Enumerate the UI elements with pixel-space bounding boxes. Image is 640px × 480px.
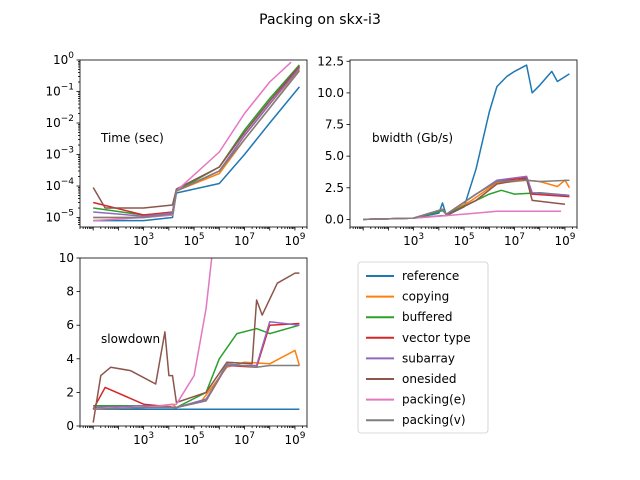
subplot-1: 103 105 107 109 10−5 10−4 10−3 10−2 10−1 100 Time … bbox=[45, 51, 308, 248]
y-tick-label: 12.5 bbox=[317, 54, 344, 68]
series-line-onesided bbox=[92, 65, 300, 209]
legend-label: vector type bbox=[402, 331, 471, 345]
y-tick-label: 10−2 bbox=[45, 114, 74, 130]
series-line-packing-v- bbox=[363, 179, 570, 221]
legend-entry: onesided bbox=[366, 372, 457, 386]
y-tick-label: 0 bbox=[66, 419, 74, 433]
y-tick-label: 2 bbox=[66, 385, 74, 399]
legend-label: packing(e) bbox=[402, 393, 466, 407]
x-tick-label: 107 bbox=[504, 232, 525, 248]
y-tick-label: 5.0 bbox=[325, 149, 344, 163]
y-tick-label: 0.0 bbox=[325, 212, 344, 226]
legend-entry: packing(e) bbox=[366, 393, 466, 407]
subplot-title: bwidth (Gb/s) bbox=[372, 131, 453, 145]
y-tick-label: 10−1 bbox=[45, 83, 74, 99]
x-tick-label: 103 bbox=[133, 232, 154, 248]
y-tick-label: 10 bbox=[59, 251, 74, 265]
axes-frame bbox=[349, 59, 578, 228]
axes-frame bbox=[79, 257, 308, 427]
y-tick-label: 10.0 bbox=[317, 86, 344, 100]
series-line-packing-v- bbox=[93, 363, 300, 410]
x-tick-label: 103 bbox=[403, 232, 424, 248]
y-tick-label: 6 bbox=[66, 318, 74, 332]
series-line-reference bbox=[93, 86, 300, 222]
legend-entry: vector type bbox=[366, 331, 471, 345]
x-tick-label: 109 bbox=[554, 232, 575, 248]
legend: reference copying buffered vector type subar… bbox=[357, 261, 489, 434]
x-tick-label: 105 bbox=[454, 232, 475, 248]
y-tick-label: 10−5 bbox=[45, 209, 74, 225]
axes-frame bbox=[79, 59, 308, 228]
subplot-2: 103 105 107 109 0.0 2.5 5.0 7.5 10.0 12.5 bwidth (… bbox=[317, 54, 578, 248]
legend-entry: packing(v) bbox=[366, 413, 466, 427]
legend-label: copying bbox=[402, 290, 449, 304]
x-tick-label: 107 bbox=[234, 232, 255, 248]
series-line-onesided bbox=[363, 178, 566, 221]
legend-entry: reference bbox=[366, 269, 459, 283]
x-tick-label: 105 bbox=[184, 232, 205, 248]
subplot-3: 103 105 107 109 0 2 4 6 8 10 slowdown bbox=[59, 251, 308, 447]
subplot-title: Time (sec) bbox=[100, 131, 164, 145]
x-tick-label: 109 bbox=[284, 232, 305, 248]
subplot-title: slowdown bbox=[101, 332, 160, 346]
legend-label: packing(v) bbox=[402, 413, 466, 427]
y-tick-label: 100 bbox=[53, 51, 74, 67]
x-tick-label: 107 bbox=[234, 431, 255, 447]
y-tick-label: 8 bbox=[66, 285, 74, 299]
y-tick-label: 2.5 bbox=[325, 181, 344, 195]
x-tick-label: 105 bbox=[184, 431, 205, 447]
legend-entry: copying bbox=[366, 290, 449, 304]
legend-entry: buffered bbox=[366, 310, 453, 324]
legend-label: buffered bbox=[402, 310, 453, 324]
y-tick-label: 10−4 bbox=[45, 177, 74, 193]
legend-label: reference bbox=[402, 269, 459, 283]
series-line-packing-v- bbox=[93, 70, 300, 219]
series-line-reference bbox=[363, 64, 570, 221]
x-tick-label: 109 bbox=[284, 431, 305, 447]
y-tick-label: 4 bbox=[66, 352, 74, 366]
figure-title: Packing on skx-i3 bbox=[259, 12, 381, 28]
legend-entry: subarray bbox=[366, 351, 455, 365]
legend-label: onesided bbox=[402, 372, 457, 386]
legend-frame bbox=[357, 261, 489, 434]
y-tick-label: 10−3 bbox=[45, 146, 74, 162]
series-line-onesided bbox=[92, 272, 300, 423]
legend-label: subarray bbox=[402, 351, 455, 365]
y-tick-label: 7.5 bbox=[325, 118, 344, 132]
x-tick-label: 103 bbox=[133, 431, 154, 447]
